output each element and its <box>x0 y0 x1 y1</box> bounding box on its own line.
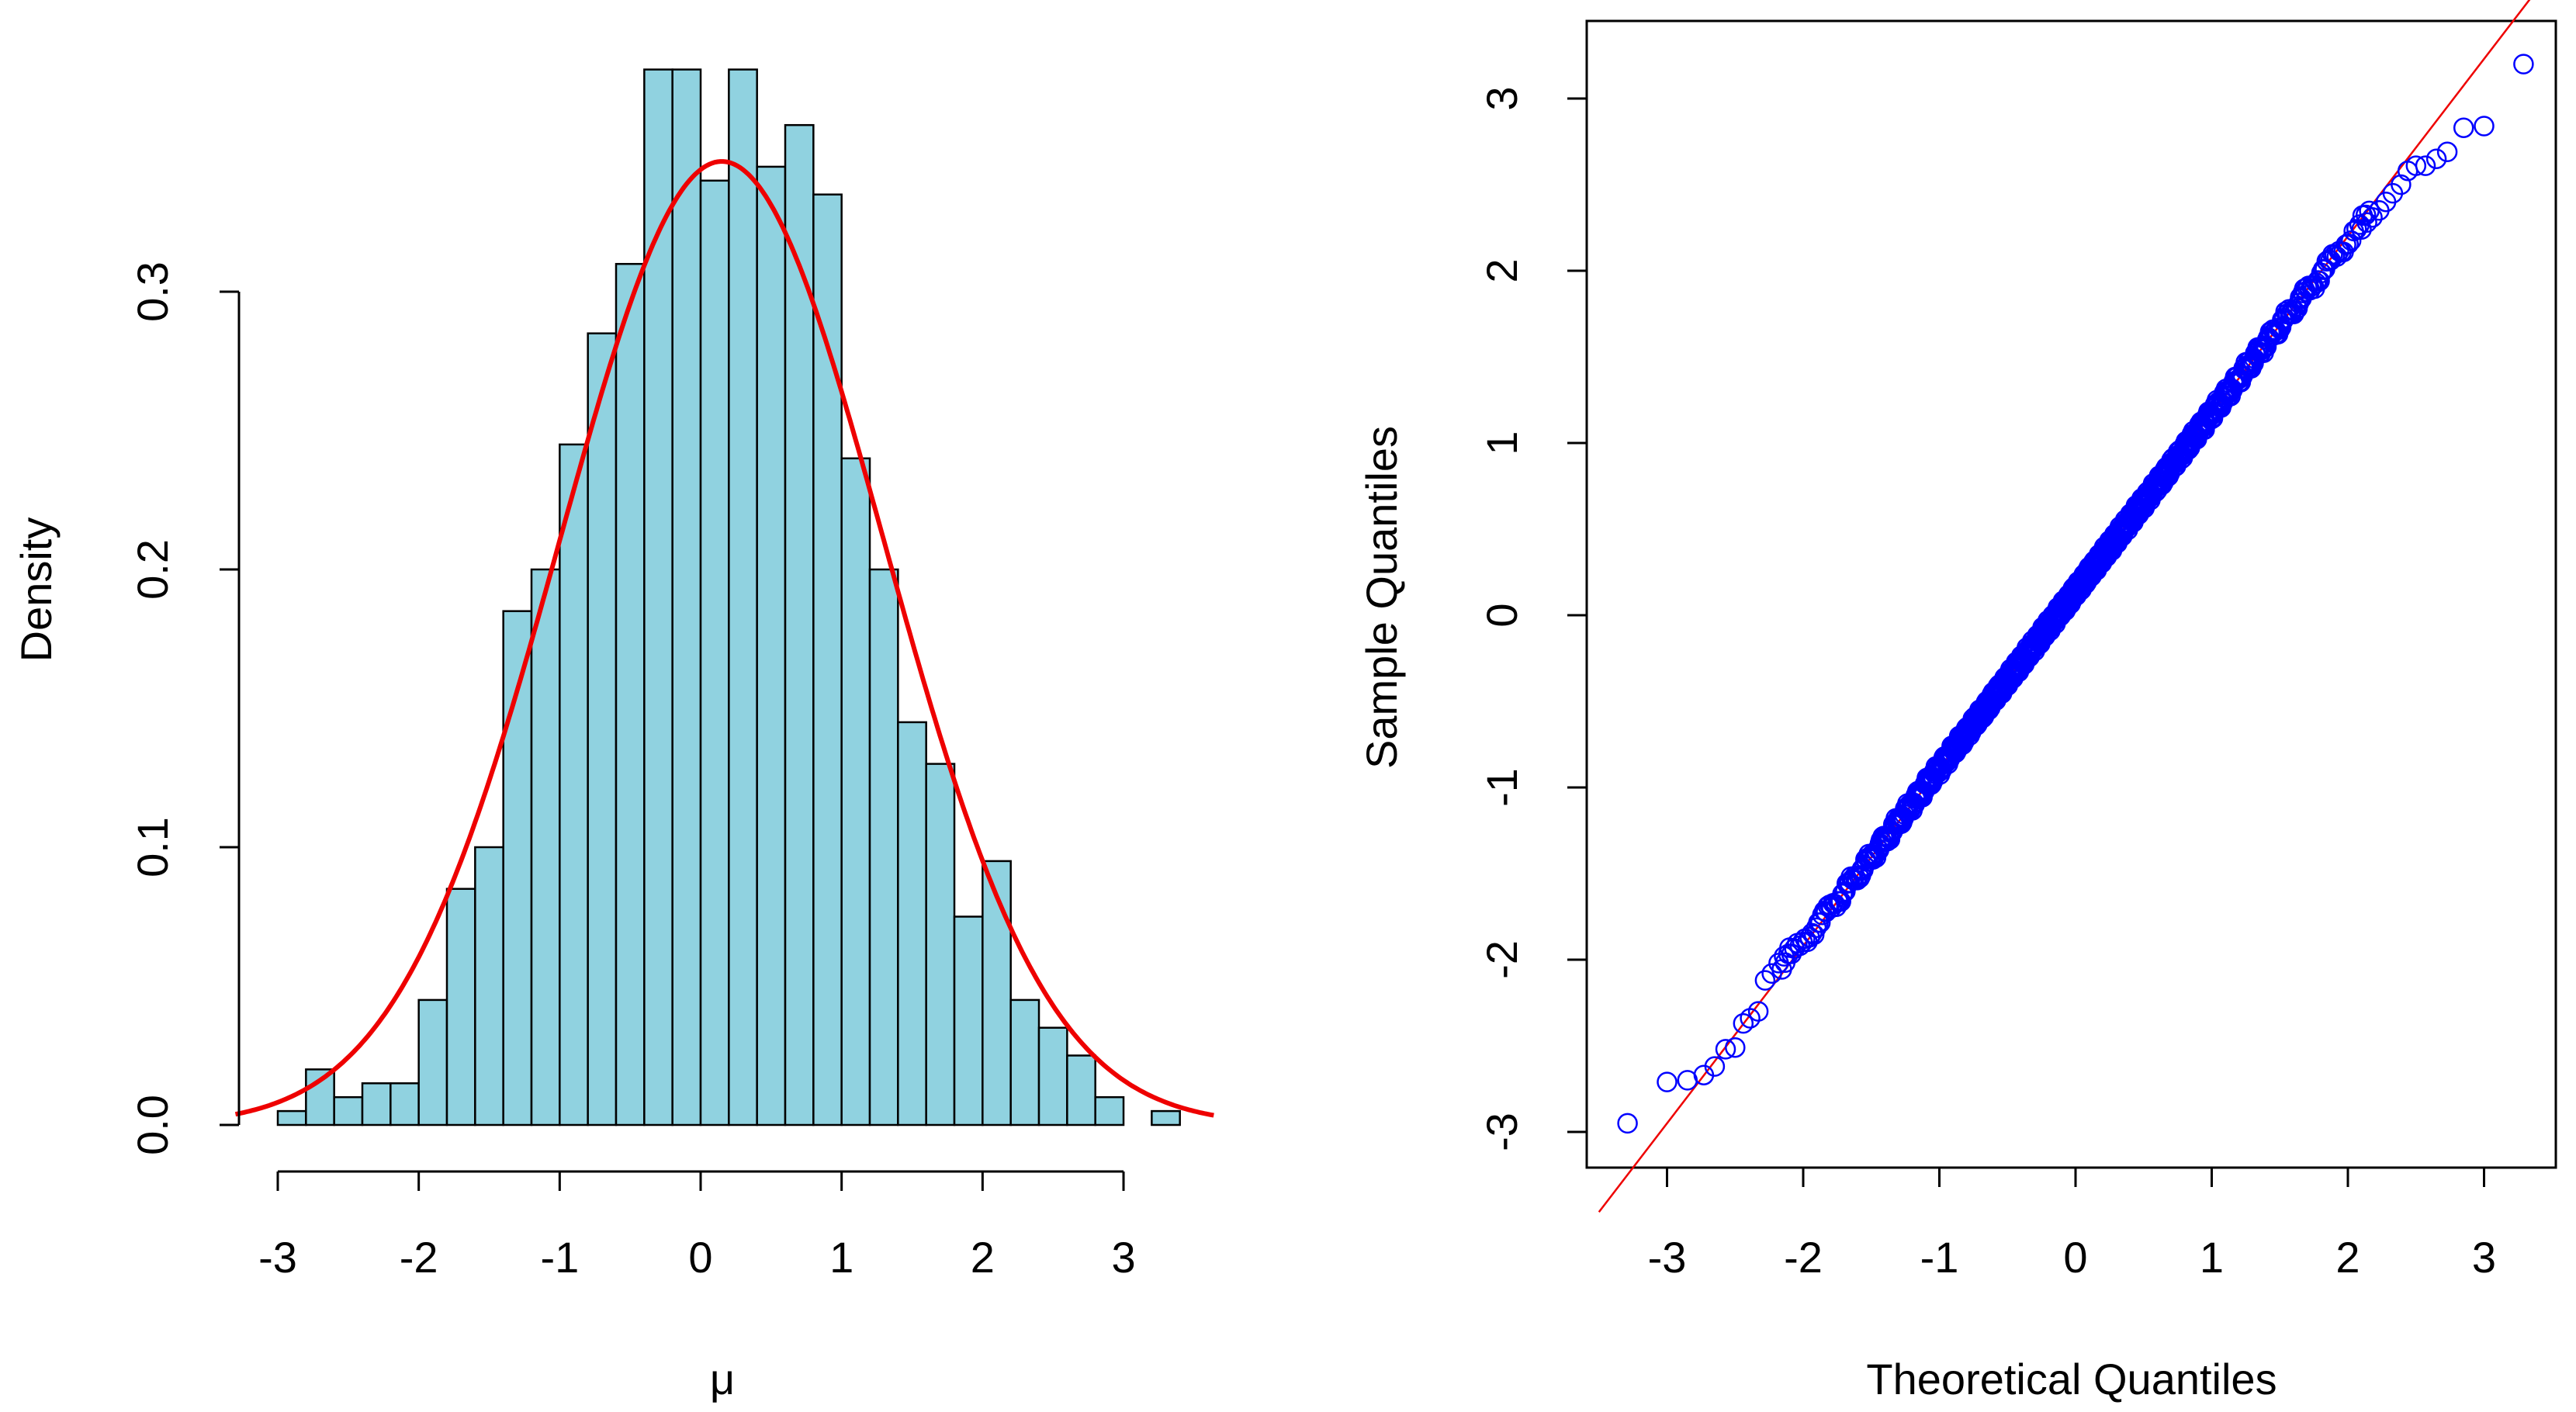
qq-point <box>1657 1071 1678 1092</box>
qq-y-tick-label: -2 <box>1477 940 1526 979</box>
histogram-bar <box>390 1082 420 1126</box>
qq-x-tick-label: 1 <box>2200 1233 2224 1282</box>
qq-point <box>2346 219 2367 240</box>
qq-point <box>2359 200 2380 222</box>
qq-point <box>2415 155 2436 176</box>
histogram-bar <box>953 915 984 1126</box>
qq-x-tick-label: -3 <box>1648 1233 1687 1282</box>
histogram-x-tick-label: 1 <box>829 1233 853 1282</box>
qq-point <box>2405 155 2427 176</box>
qq-point <box>2425 148 2447 169</box>
histogram-x-tick-label: 0 <box>688 1233 712 1282</box>
qq-x-tick-label: -2 <box>1784 1233 1823 1282</box>
qq-y-axis-label: Sample Quantiles <box>1357 426 1406 769</box>
histogram-bar <box>728 68 758 1126</box>
qq-point <box>2391 174 2412 196</box>
histogram-bar <box>417 998 448 1126</box>
qq-x-axis: -3 -2 -1 0 1 2 3 <box>1648 1168 2496 1282</box>
qq-x-tick-label: 2 <box>2335 1233 2360 1282</box>
histogram-x-axis: -3 -2 -1 0 1 2 3 <box>258 1170 1136 1282</box>
qq-y-tick-label: -1 <box>1477 768 1526 807</box>
histogram-bar <box>445 888 476 1126</box>
qq-point <box>1725 1037 1746 1058</box>
qq-x-tick-label: 3 <box>2472 1233 2496 1282</box>
histogram-x-tick-label: 2 <box>971 1233 995 1282</box>
qq-point <box>1617 1113 1638 1134</box>
histogram-bar <box>361 1082 392 1126</box>
histogram-panel: -3 -2 -1 0 1 2 3 0.0 0.1 0.2 0.3 μ Density <box>12 68 1214 1403</box>
qq-point <box>1715 1039 1736 1060</box>
qq-point <box>1733 1012 1754 1034</box>
histogram-bar <box>559 443 589 1126</box>
histogram-x-axis-label: μ <box>710 1355 735 1403</box>
qq-y-tick-label: 3 <box>1477 86 1526 110</box>
qq-point <box>2513 54 2534 74</box>
histogram-y-axis: 0.0 0.1 0.2 0.3 <box>128 261 241 1155</box>
qq-point <box>2340 230 2362 251</box>
qq-point <box>1809 912 1831 933</box>
qq-sample-points <box>1617 54 2534 1134</box>
qq-point <box>2309 270 2330 292</box>
qq-x-tick-label: -1 <box>1920 1233 1959 1282</box>
histogram-x-tick-label: -3 <box>258 1233 297 1282</box>
histogram-bar <box>756 165 787 1126</box>
histogram-bar <box>1094 1095 1125 1126</box>
histogram-y-tick-label: 0.3 <box>128 261 177 322</box>
qq-point <box>1747 1001 1769 1022</box>
qq-plot-panel: -3 -2 -1 0 1 2 3 -3 -2 -1 0 1 2 3 Theoretical Quanti… <box>1357 0 2557 1403</box>
histogram-y-tick-label: 0.1 <box>128 817 177 877</box>
qq-y-axis: -3 -2 -1 0 1 2 3 <box>1477 86 1587 1151</box>
qq-point <box>2343 220 2364 242</box>
qq-x-axis-label: Theoretical Quantiles <box>1866 1355 2277 1403</box>
qq-point <box>2436 141 2458 163</box>
qq-point <box>1832 884 1853 905</box>
histogram-y-tick-label: 0.2 <box>128 539 177 600</box>
qq-point <box>2453 117 2474 138</box>
histogram-bar <box>840 457 871 1126</box>
qq-plot-frame <box>1585 19 2557 1169</box>
histogram-bars <box>276 68 1181 1126</box>
qq-y-tick-label: 1 <box>1477 431 1526 455</box>
histogram-bar <box>699 179 730 1126</box>
histogram-bar <box>868 568 899 1126</box>
histogram-bar <box>1037 1026 1068 1126</box>
qq-y-tick-label: 0 <box>1477 603 1526 627</box>
histogram-y-axis-label: Density <box>12 517 61 663</box>
histogram-bar <box>615 262 646 1126</box>
histogram-bar <box>897 721 927 1126</box>
qq-point <box>1761 963 1782 985</box>
histogram-bar <box>925 763 956 1126</box>
qq-y-tick-label: 2 <box>1477 258 1526 282</box>
normal-density-curve <box>234 159 1214 1118</box>
histogram-x-tick-label: -2 <box>400 1233 438 1282</box>
histogram-bar <box>333 1095 364 1126</box>
histogram-bar <box>530 568 561 1126</box>
histogram-bar <box>671 68 702 1126</box>
qq-point <box>2355 204 2377 226</box>
histogram-y-tick-label: 0.0 <box>128 1095 177 1155</box>
histogram-bar <box>474 846 504 1126</box>
histogram-bar <box>643 68 673 1126</box>
histogram-bar <box>784 123 815 1126</box>
histogram-bar <box>982 860 1012 1126</box>
histogram-bar <box>1151 1109 1181 1126</box>
histogram-bar <box>587 332 618 1126</box>
qq-y-tick-label: -3 <box>1477 1113 1526 1151</box>
histogram-bar <box>812 193 843 1126</box>
histogram-bar <box>276 1109 307 1126</box>
histogram-bar <box>1066 1054 1096 1126</box>
qq-point <box>1830 891 1851 912</box>
histogram-x-tick-label: 3 <box>1111 1233 1135 1282</box>
qq-point <box>2474 116 2495 137</box>
qq-x-tick-label: 0 <box>2063 1233 2087 1282</box>
histogram-x-tick-label: -1 <box>540 1233 579 1282</box>
qq-point <box>1754 970 1776 991</box>
qq-point <box>1704 1056 1726 1077</box>
histogram-bar <box>1009 998 1040 1126</box>
